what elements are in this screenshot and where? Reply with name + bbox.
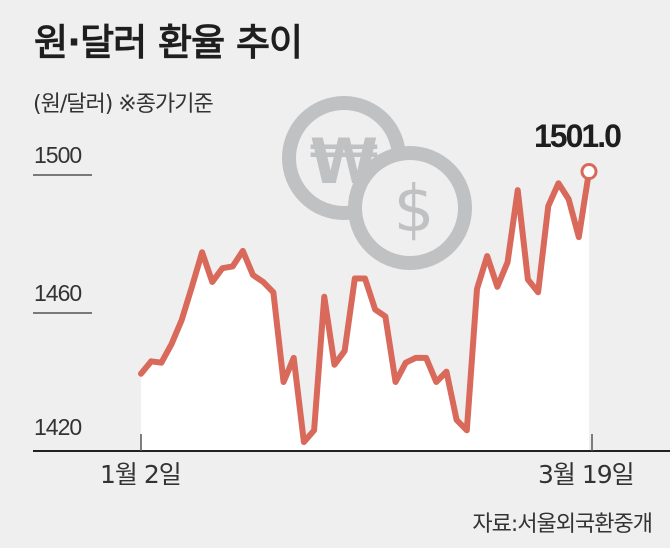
last-value-label: 1501.0 bbox=[534, 118, 622, 154]
dollar-coin-icon: $ bbox=[348, 146, 472, 270]
ytick-label-1500: 1500 bbox=[34, 142, 82, 168]
last-point-marker bbox=[580, 163, 598, 181]
x-label-start: 1월 2일 bbox=[100, 460, 182, 489]
x-label-end: 3월 19일 bbox=[538, 460, 635, 489]
svg-text:$: $ bbox=[394, 173, 435, 247]
chart-title: 원·달러 환율 추이 bbox=[34, 21, 303, 64]
ytick-label-1420: 1420 bbox=[34, 414, 82, 440]
area-fill bbox=[141, 171, 589, 452]
source-note: 자료:서울외국환중개 bbox=[472, 512, 653, 537]
chart-subtitle: (원/달러) ※종가기준 bbox=[33, 92, 214, 117]
ytick-label-1460: 1460 bbox=[34, 280, 82, 306]
